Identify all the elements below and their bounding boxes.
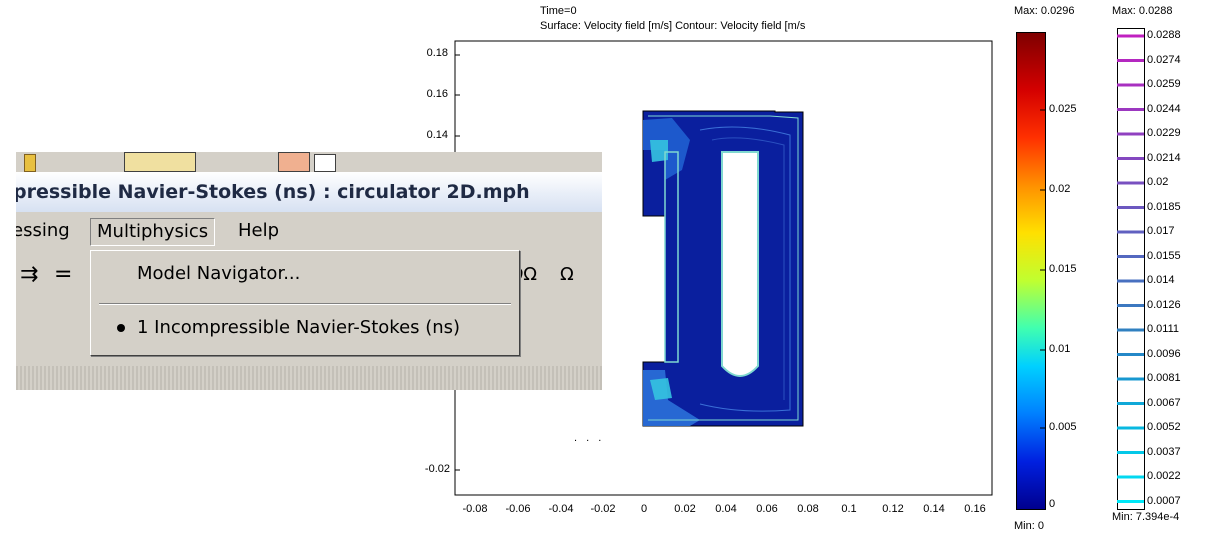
contour-level-label: 0.0067: [1147, 396, 1181, 409]
contour-level-label: 0.017: [1147, 225, 1175, 237]
contour-level-label: 0.0229: [1147, 127, 1181, 139]
surface-tick: 0.005: [1049, 421, 1077, 433]
xtick-label: 0.16: [964, 503, 986, 515]
ytick-label: 0.16: [426, 88, 448, 100]
contour-level-label: 0.0274: [1147, 53, 1181, 66]
surface-tick: 0.01: [1049, 343, 1071, 355]
xtick-label: 0.04: [715, 503, 737, 515]
dropdown-item-model-navigator[interactable]: Model Navigator...: [91, 257, 519, 291]
surface-tick: 0.015: [1049, 263, 1077, 275]
equals-icon[interactable]: =: [54, 262, 73, 287]
toolbar-icon[interactable]: [124, 152, 196, 172]
contour-level-label: 0.02: [1147, 176, 1169, 188]
contour-level-label: 0.0037: [1147, 445, 1181, 458]
contour-level-label: 0.0288: [1147, 29, 1181, 41]
plot-title-time: Time=0: [540, 5, 577, 17]
snippet-top-strip: [16, 152, 602, 172]
subdomain-settings-icon[interactable]: Ω: [560, 264, 574, 285]
ytick-label: 0.14: [426, 129, 448, 141]
xtick-label: -0.06: [505, 503, 531, 515]
contour-level-label: 0.0259: [1147, 78, 1181, 90]
xtick-label: 0.1: [841, 503, 857, 515]
contour-legend-lines: [1117, 34, 1144, 503]
ytick-label: -0.02: [424, 463, 450, 475]
menu-multiphysics[interactable]: Multiphysics: [90, 218, 216, 246]
surface-colorbar-ticks: [1040, 109, 1046, 429]
toolbar-icon[interactable]: [314, 154, 336, 172]
multiphysics-dropdown: Model Navigator... 1 Incompressible Navi…: [90, 250, 520, 356]
surface-tick: 0.02: [1049, 183, 1071, 195]
xtick-label: 0.02: [674, 503, 696, 515]
menu-bar: essing Multiphysics Help: [16, 214, 602, 248]
surface-max-label: Max: 0.0296: [1014, 5, 1075, 17]
contour-level-label: 0.0096: [1147, 347, 1181, 360]
model-navigator-label: Model Navigator...: [137, 263, 301, 284]
contour-level-label: 0.014: [1147, 274, 1175, 286]
surface-tick: 0: [1049, 498, 1056, 510]
menu-processing[interactable]: essing: [16, 220, 70, 241]
contour-max-label: Max: 0.0288: [1112, 5, 1173, 17]
xtick-label: 0.14: [923, 503, 945, 515]
contour-level-label: 0.0052: [1147, 421, 1181, 433]
plot-title-fields: Surface: Velocity field [m/s] Contour: V…: [540, 20, 806, 32]
dropdown-separator: [99, 303, 511, 305]
contour-min-label: Min: 7.394e-4: [1112, 511, 1180, 523]
xtick-label: -0.08: [462, 503, 488, 515]
velocity-domain: [642, 110, 804, 427]
contour-level-label: 0.0155: [1147, 249, 1181, 262]
xtick-label: 0.12: [882, 503, 904, 515]
contour-level-label: 0.0111: [1147, 323, 1180, 335]
toolbar-icon[interactable]: [278, 152, 310, 172]
menu-help[interactable]: Help: [238, 220, 280, 241]
window-title: pressible Navier-Stokes (ns) : circulato…: [16, 172, 602, 212]
contour-level-label: 0.0007: [1147, 494, 1181, 507]
ytick-label: 0.18: [426, 47, 448, 59]
contour-level-label: 0.0022: [1147, 470, 1181, 482]
surface-colorbar: [1016, 32, 1046, 510]
equation-toggle-icon[interactable]: ⇉: [20, 262, 39, 287]
contour-level-label: 0.0214: [1147, 151, 1181, 164]
status-strip: [16, 366, 602, 390]
app-window-snippet: pressible Navier-Stokes (ns) : circulato…: [16, 152, 602, 390]
xtick-label: 0.06: [756, 503, 778, 515]
contour-level-label: 0.0081: [1147, 372, 1181, 384]
xtick-label: 0: [640, 503, 648, 515]
surface-tick: 0.025: [1049, 103, 1077, 115]
contour-level-label: 0.0185: [1147, 200, 1181, 213]
surface-min-label: Min: 0: [1014, 520, 1044, 532]
dropdown-item-navier-stokes[interactable]: 1 Incompressible Navier-Stokes (ns): [91, 311, 519, 345]
navier-stokes-label: 1 Incompressible Navier-Stokes (ns): [137, 317, 461, 338]
contour-legend-labels: 0.0288 0.0274 0.0259 0.0244 0.0229 0.0214 0.02…: [1147, 28, 1211, 510]
contour-level-label: 0.0126: [1147, 298, 1181, 311]
xtick-label: -0.04: [548, 503, 574, 515]
radio-bullet-icon: [117, 324, 125, 332]
xtick-label: 0.08: [797, 503, 819, 515]
ellipsis-dots: . . .: [574, 432, 605, 444]
contour-level-label: 0.0244: [1147, 102, 1181, 115]
xtick-label: -0.02: [590, 503, 616, 515]
toolbar-icon[interactable]: [24, 154, 36, 172]
